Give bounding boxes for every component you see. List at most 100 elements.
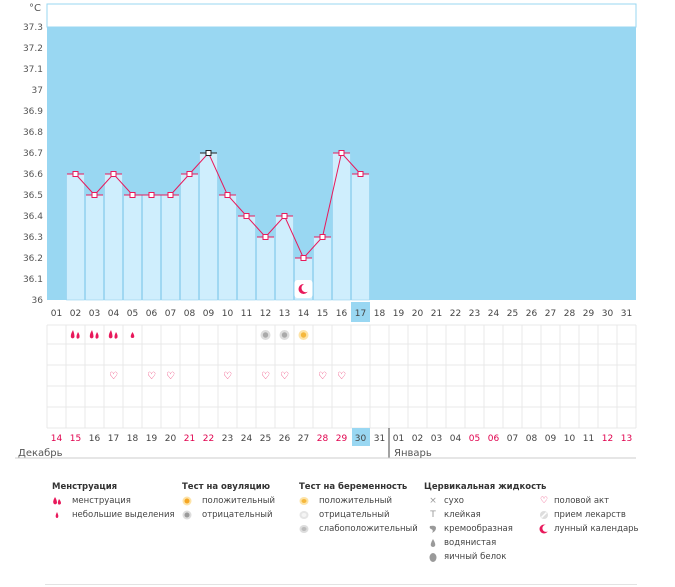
date-label[interactable]: 20: [165, 434, 177, 444]
date-label[interactable]: 12: [602, 434, 613, 444]
legend-pregnancy-negative-icon: [299, 510, 309, 520]
day-label[interactable]: 23: [469, 309, 480, 319]
temperature-point[interactable]: [243, 213, 250, 219]
bottom-divider: [45, 584, 637, 585]
day-label[interactable]: 10: [222, 309, 234, 319]
date-label[interactable]: 09: [545, 434, 557, 444]
day-label[interactable]: 19: [393, 309, 405, 319]
legend-sticky-label: клейкая: [444, 510, 481, 520]
day-label[interactable]: 21: [431, 309, 442, 319]
temperature-point[interactable]: [72, 171, 79, 177]
day-label[interactable]: 03: [89, 309, 100, 319]
temperature-point[interactable]: [319, 234, 326, 240]
temperature-bars: [66, 152, 370, 301]
y-tick-label: 36.7: [23, 149, 43, 159]
intercourse-icon: ♡: [166, 371, 175, 382]
day-label[interactable]: 22: [450, 309, 461, 319]
day-label[interactable]: 25: [507, 309, 518, 319]
y-tick-label: 36.9: [23, 107, 43, 117]
day-label[interactable]: 20: [412, 309, 424, 319]
day-label[interactable]: 08: [184, 309, 196, 319]
date-label[interactable]: 13: [621, 434, 632, 444]
date-label[interactable]: 29: [336, 434, 348, 444]
date-label[interactable]: 19: [146, 434, 158, 444]
date-label[interactable]: 24: [241, 434, 253, 444]
date-label[interactable]: 23: [222, 434, 233, 444]
day-label[interactable]: 15: [317, 309, 328, 319]
day-label[interactable]: 12: [260, 309, 271, 319]
y-tick-label: 36.4: [23, 212, 43, 222]
temperature-bar: [313, 236, 332, 301]
date-label[interactable]: 31: [374, 434, 385, 444]
date-label[interactable]: 11: [583, 434, 594, 444]
day-label[interactable]: 11: [241, 309, 252, 319]
date-label[interactable]: 22: [203, 434, 214, 444]
temperature-bar: [66, 173, 85, 301]
date-label[interactable]: 15: [70, 434, 81, 444]
day-label[interactable]: 04: [108, 309, 120, 319]
temperature-point[interactable]: [186, 171, 193, 177]
date-label[interactable]: 28: [317, 434, 329, 444]
day-label[interactable]: 05: [127, 309, 138, 319]
date-label[interactable]: 06: [488, 434, 500, 444]
date-label[interactable]: 05: [469, 434, 480, 444]
date-label[interactable]: 10: [564, 434, 576, 444]
temperature-point[interactable]: [357, 171, 364, 177]
date-label[interactable]: 18: [127, 434, 139, 444]
date-label[interactable]: 14: [51, 434, 63, 444]
temperature-point[interactable]: [205, 150, 212, 156]
spotting-icon: [130, 332, 135, 338]
date-label[interactable]: 03: [431, 434, 442, 444]
temperature-point[interactable]: [167, 192, 174, 198]
temperature-point[interactable]: [262, 234, 269, 240]
temperature-point[interactable]: [300, 255, 307, 261]
legend-ovulation-negative-label: отрицательный: [202, 510, 273, 520]
day-label[interactable]: 07: [165, 309, 176, 319]
date-label[interactable]: 26: [279, 434, 291, 444]
legend-moon-icon: [539, 524, 550, 534]
day-label[interactable]: 06: [146, 309, 158, 319]
date-label[interactable]: 30: [355, 434, 367, 444]
date-label[interactable]: 02: [412, 434, 423, 444]
temperature-point[interactable]: [129, 192, 136, 198]
temperature-point[interactable]: [281, 213, 288, 219]
date-label[interactable]: 16: [89, 434, 101, 444]
legend-spotting-icon: [52, 510, 62, 520]
temperature-point[interactable]: [338, 150, 345, 156]
chart-top-strip: [46, 3, 637, 28]
legend-pregnancy-positive-label: положительный: [319, 496, 392, 506]
date-label[interactable]: 17: [108, 434, 119, 444]
date-label[interactable]: 21: [184, 434, 195, 444]
temperature-bar: [161, 194, 180, 301]
day-label[interactable]: 27: [545, 309, 556, 319]
date-label[interactable]: 08: [526, 434, 538, 444]
day-label[interactable]: 18: [374, 309, 386, 319]
day-label[interactable]: 02: [70, 309, 81, 319]
temperature-bar: [332, 152, 351, 301]
day-label[interactable]: 29: [583, 309, 595, 319]
date-label[interactable]: 07: [507, 434, 518, 444]
date-label[interactable]: 04: [450, 434, 462, 444]
day-label[interactable]: 14: [298, 309, 310, 319]
day-label[interactable]: 26: [526, 309, 538, 319]
day-label[interactable]: 13: [279, 309, 290, 319]
date-label[interactable]: 25: [260, 434, 271, 444]
legend-medication-icon: [539, 510, 549, 520]
day-label[interactable]: 30: [602, 309, 614, 319]
day-label[interactable]: 17: [355, 309, 366, 319]
legend-dry-icon: ×: [429, 496, 437, 506]
day-label[interactable]: 16: [336, 309, 348, 319]
day-label[interactable]: 01: [51, 309, 62, 319]
day-label[interactable]: 24: [488, 309, 500, 319]
temperature-point[interactable]: [148, 192, 155, 198]
date-label[interactable]: 27: [298, 434, 309, 444]
date-label[interactable]: 01: [393, 434, 404, 444]
day-label[interactable]: 09: [203, 309, 215, 319]
day-label[interactable]: 31: [621, 309, 632, 319]
intercourse-icon: ♡: [147, 371, 156, 382]
moon-icon-cutout: [301, 283, 310, 293]
temperature-point[interactable]: [224, 192, 231, 198]
temperature-point[interactable]: [91, 192, 98, 198]
temperature-point[interactable]: [110, 171, 117, 177]
day-label[interactable]: 28: [564, 309, 576, 319]
